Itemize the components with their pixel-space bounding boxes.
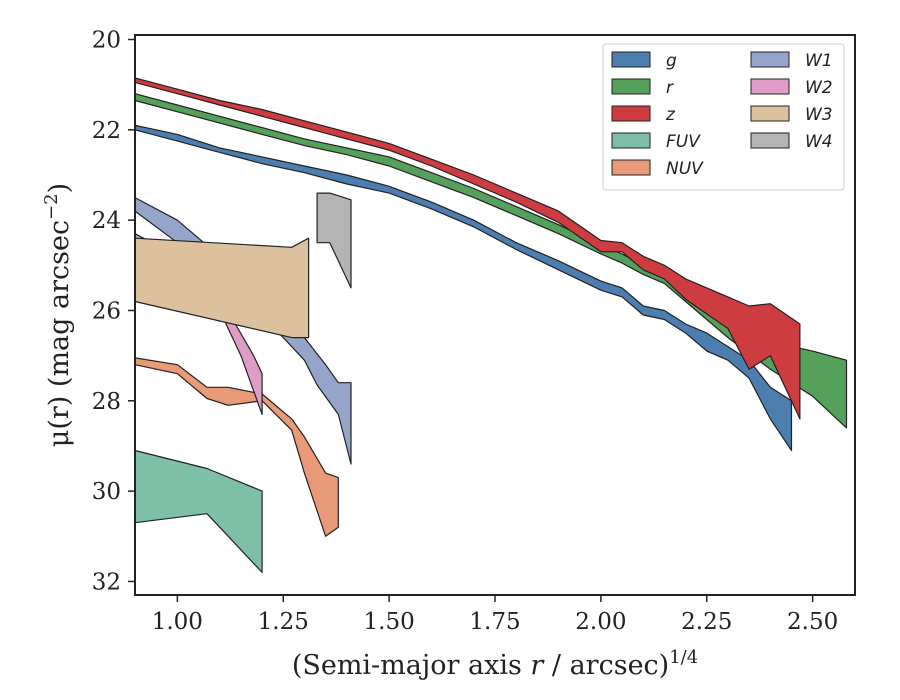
legend-label-w3: W3	[805, 105, 833, 125]
legend-label-z: z	[665, 105, 676, 125]
x-tick-label: 1.50	[364, 609, 415, 635]
y-axis-ticks: 20 22 24 26 28 30 32	[92, 28, 135, 595]
legend-swatch-r	[611, 78, 651, 95]
band-w4	[316, 192, 352, 289]
legend-swatch-w2	[750, 78, 790, 95]
x-axis-ticks: 1.00 1.25 1.50 1.75 2.00 2.25 2.50	[152, 595, 838, 635]
legend-swatch-nuv	[611, 159, 651, 176]
legend-label-g: g	[666, 51, 677, 71]
y-tick-label: 28	[92, 389, 121, 415]
y-tick-label: 24	[92, 208, 121, 234]
y-tick-label: 22	[92, 118, 121, 144]
y-tick-label: 30	[92, 479, 121, 505]
legend-swatch-fuv	[611, 132, 651, 149]
x-tick-label: 1.00	[152, 609, 203, 635]
x-tick-label: 2.50	[787, 609, 838, 635]
legend-swatch-g	[611, 51, 651, 68]
band-r	[134, 93, 848, 429]
x-tick-label: 2.00	[575, 609, 626, 635]
legend-label-nuv: NUV	[666, 159, 704, 179]
band-nuv	[134, 357, 339, 537]
legend-label-w1: W1	[805, 51, 833, 71]
y-tick-label: 20	[92, 28, 121, 54]
x-axis-label: (Semi-major axis r / arcsec)1/4	[292, 647, 698, 681]
y-tick-label: 32	[92, 569, 121, 595]
legend: grz FUV NUV W1 W2 W3 W4	[602, 43, 845, 191]
y-axis-label: μ(r) (mag arcsec−2)	[41, 183, 75, 447]
legend-swatch-w3	[750, 105, 790, 122]
band-g	[134, 124, 793, 452]
y-tick-label: 26	[92, 298, 121, 324]
band-z	[134, 77, 801, 420]
legend-swatch-z	[611, 105, 651, 122]
legend-swatch-w1	[750, 51, 790, 68]
x-tick-label: 1.75	[469, 609, 520, 635]
data-bands	[134, 77, 848, 574]
x-tick-label: 1.25	[258, 609, 309, 635]
legend-label-w2: W2	[805, 78, 833, 98]
legend-label-fuv: FUV	[666, 132, 701, 152]
legend-swatch-w4	[750, 132, 790, 149]
legend-label-r: r	[666, 78, 674, 98]
x-tick-label: 2.25	[681, 609, 732, 635]
legend-label-w4: W4	[805, 132, 833, 152]
